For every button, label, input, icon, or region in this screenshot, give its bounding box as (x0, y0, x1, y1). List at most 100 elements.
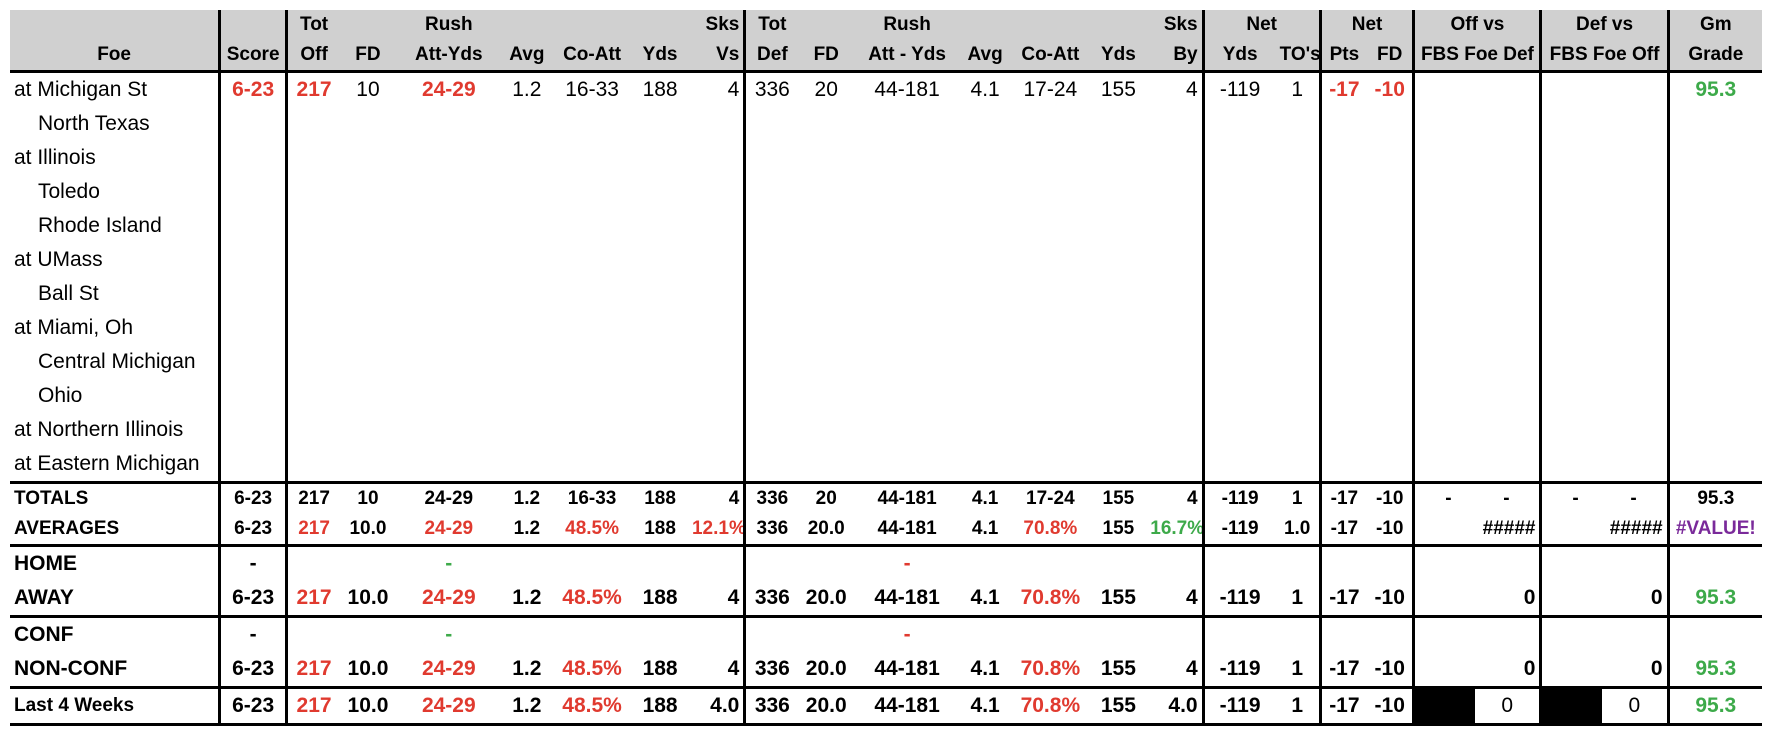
away-row-sks-vs: 4 (687, 581, 747, 617)
game-row-score (219, 379, 289, 413)
game-row-fd3 (1367, 413, 1416, 447)
last4-row-avg2: 4.1 (960, 686, 1011, 726)
conf-row-fd2 (798, 615, 855, 652)
header-net-fd: FD (1367, 40, 1416, 73)
game-row-sks-by (1146, 345, 1205, 379)
game-row-avg2 (960, 209, 1010, 243)
game-row-def-vs (1540, 447, 1670, 483)
header-net-yds: Net (1203, 10, 1322, 40)
game-row-off-vs (1413, 345, 1543, 379)
header-off-vs: Off vs (1413, 10, 1543, 40)
averages-row-yds2: 155 (1102, 518, 1135, 539)
game-row-co-att (552, 209, 632, 243)
game-row-tos (1275, 277, 1322, 311)
totals-row-att-yds2: 44-181 (854, 481, 961, 514)
totals-row-foe: TOTALS (10, 481, 222, 514)
game-row-fd2 (798, 141, 854, 175)
game-row-score (219, 413, 289, 447)
conf-row-foe: CONF (10, 615, 222, 652)
averages-row-sks-by: 16.7% (1146, 514, 1205, 546)
averages-row-score: 6-23 (219, 514, 289, 546)
totals-dash-2: - (1503, 488, 1510, 509)
totals-row-tos: 1 (1275, 481, 1322, 514)
totals-row-fd2: 20 (798, 481, 855, 514)
header-off: Off (286, 40, 341, 73)
home-row-yds2 (1090, 544, 1147, 581)
totals-row-sks-vs: 4 (687, 481, 747, 514)
game-row-off (287, 277, 341, 311)
game-row-pts: -17 (1329, 78, 1360, 101)
game-row-sks-by (1146, 447, 1205, 483)
totals-row-co-att: 16-33 (551, 481, 633, 514)
last4-row-off-vs: 0 (1413, 686, 1543, 726)
averages-row-off-vs: ##### (1413, 514, 1543, 546)
totals-row-fd: 10 (340, 481, 396, 514)
header-gm: Gm (1668, 10, 1762, 40)
totals-row-def-vs: -- (1540, 481, 1670, 514)
game-row-fd (340, 107, 396, 141)
game-row-pts (1320, 209, 1367, 243)
game-row-avg2 (960, 175, 1010, 209)
game-row-co-att (552, 243, 632, 277)
game-row-fd3 (1367, 345, 1416, 379)
last4-row-foe: Last 4 Weeks (10, 686, 222, 726)
game-row: Toledo (10, 175, 1762, 209)
away-row-grade: 95.3 (1695, 586, 1737, 609)
last4-row-score: 6-23 (219, 686, 289, 726)
game-row-co-att2 (1010, 209, 1090, 243)
away-row-fd2: 20.0 (805, 586, 847, 609)
game-row-tos: 1 (1275, 71, 1322, 107)
game-row-def-vs (1540, 141, 1670, 175)
game-row-net-yds (1203, 107, 1275, 141)
header-net-yds-sub: Yds (1203, 40, 1276, 73)
game-row-fd (340, 413, 396, 447)
game-row-fd3 (1367, 311, 1416, 345)
away-row-score: 6-23 (219, 581, 289, 617)
home-row-avg2 (960, 544, 1011, 581)
header-row-1: Tot Rush Sks Tot Rush Sks Net Net Off vs… (10, 10, 1762, 40)
game-row-foe: Ball St (10, 277, 222, 311)
game-row-tos (1275, 209, 1322, 243)
game-row-def-vs (1540, 175, 1670, 209)
game-row: at UMass (10, 243, 1762, 277)
nonconf-row-avg: 1.2 (512, 657, 542, 680)
game-row: Ball St (10, 277, 1762, 311)
game-row-co-att2 (1010, 413, 1090, 447)
away-row-off: 217 (296, 586, 332, 609)
header-co-att-def: Co-Att (1010, 40, 1091, 73)
away-row-foe: AWAY (10, 581, 222, 617)
totals-row-att-yds: 24-29 (395, 481, 502, 514)
game-row-grade (1668, 209, 1762, 243)
game-row-co-att2 (1010, 175, 1090, 209)
averages-row-att-yds2: 44-181 (877, 518, 937, 539)
home-row-def-vs (1540, 544, 1670, 581)
home-row-def (744, 544, 799, 581)
away-row-def-vs: 0 (1540, 581, 1670, 617)
game-row-yds2 (1091, 243, 1147, 277)
game-row-tos (1275, 345, 1322, 379)
header-att-yds: Att-Yds (395, 40, 502, 73)
game-row-yds2 (1091, 345, 1147, 379)
game-row-foe: at Eastern Michigan (10, 447, 222, 483)
game-row-grade (1668, 277, 1762, 311)
away-row-yds: 188 (642, 586, 678, 609)
away-row-net-yds: -119 (1219, 586, 1261, 609)
last4-row-att-yds: 24-29 (395, 686, 502, 726)
game-row-sks-by (1146, 175, 1205, 209)
game-row-yds (632, 277, 688, 311)
last4-row-net-yds: -119 (1203, 686, 1276, 726)
game-row-pts (1320, 175, 1367, 209)
home-row-att-yds: - (395, 544, 502, 581)
game-row-def-vs (1540, 209, 1670, 243)
game-row-score (219, 209, 289, 243)
game-row-off-vs (1413, 107, 1543, 141)
game-row-off-vs (1413, 243, 1543, 277)
last4-row-sks-by: 4.0 (1146, 686, 1205, 726)
conf-row-fd3 (1367, 615, 1416, 652)
game-row-yds2 (1091, 277, 1147, 311)
header-avg: Avg (501, 40, 552, 73)
home-row-co-att (551, 544, 633, 581)
totals-row-pts: -17 (1320, 481, 1368, 514)
game-row-tos (1275, 413, 1322, 447)
game-row-def-vs (1540, 413, 1670, 447)
